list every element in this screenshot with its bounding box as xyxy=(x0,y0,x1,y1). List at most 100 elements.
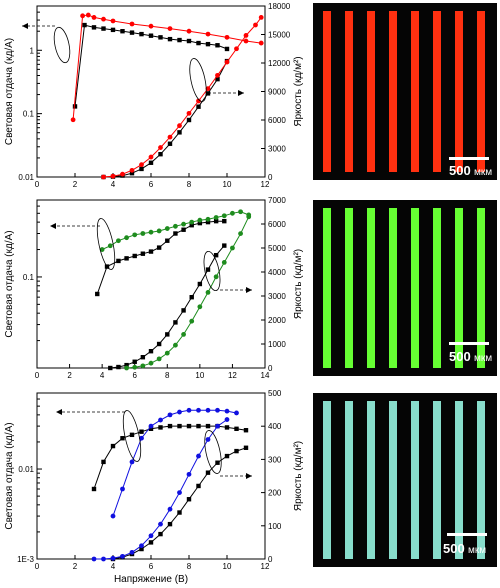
emitting-stripe xyxy=(455,11,463,172)
data-point-circle xyxy=(158,145,163,150)
data-point-square xyxy=(165,238,170,243)
series-line xyxy=(103,17,262,178)
data-point-square xyxy=(124,362,129,368)
scale-label: 500 мкм xyxy=(449,349,492,364)
x-tick-label: 0 xyxy=(35,180,40,189)
photo-green-stripes: 500 мкм xyxy=(313,200,497,376)
data-point-circle xyxy=(177,490,182,495)
data-point-square xyxy=(213,218,219,224)
data-point-circle xyxy=(148,360,154,366)
data-point-square xyxy=(140,355,146,360)
data-point-circle xyxy=(234,46,239,52)
data-point-circle xyxy=(224,34,230,40)
data-point-square xyxy=(116,258,121,264)
y-left-axis-label: Световая отдача (кд/А) xyxy=(4,422,15,529)
data-point-circle xyxy=(197,304,203,310)
y-right-axis-label: Яркость (кд/м²) xyxy=(293,56,304,126)
x-tick-label: 4 xyxy=(111,562,116,571)
data-point-circle xyxy=(181,221,186,227)
data-point-square xyxy=(158,425,163,430)
data-point-circle xyxy=(213,274,219,280)
emitting-stripe xyxy=(389,11,397,172)
data-point-circle xyxy=(132,364,138,370)
emitting-stripe xyxy=(323,208,331,368)
data-point-square xyxy=(181,308,186,313)
data-point-square xyxy=(140,251,146,256)
data-point-square xyxy=(167,36,173,42)
data-point-circle xyxy=(205,290,211,295)
emitting-stripe xyxy=(433,401,441,559)
x-tick-label: 6 xyxy=(149,180,154,189)
data-point-circle xyxy=(215,407,220,413)
emitting-stripe xyxy=(389,208,397,368)
data-point-square xyxy=(120,436,125,441)
data-point-circle xyxy=(186,407,192,413)
data-point-circle xyxy=(230,245,235,251)
data-point-circle xyxy=(101,174,106,180)
y-right-tick-label: 200 xyxy=(268,489,282,498)
data-point-circle xyxy=(167,412,173,418)
y-right-tick-label: 15000 xyxy=(268,31,291,40)
x-tick-label: 12 xyxy=(261,562,270,571)
y-left-tick-label: 0.01 xyxy=(18,465,34,474)
y-right-tick-label: 300 xyxy=(268,455,282,464)
data-point-circle xyxy=(215,72,220,78)
emitting-stripe xyxy=(389,401,397,559)
annotation-ellipse xyxy=(204,430,222,474)
emitting-stripe xyxy=(455,208,463,368)
data-point-square xyxy=(186,497,192,502)
y-left-tick-label: 1E-3 xyxy=(17,555,34,564)
x-tick-label: 2 xyxy=(73,562,78,571)
annotation-ellipse xyxy=(53,26,71,64)
data-point-square xyxy=(243,428,249,433)
data-point-circle xyxy=(139,543,144,549)
data-point-circle xyxy=(140,231,146,236)
data-point-square xyxy=(222,218,227,224)
y-right-tick-label: 2000 xyxy=(268,316,286,325)
data-point-square xyxy=(158,35,163,40)
data-point-circle xyxy=(80,13,85,19)
data-point-square xyxy=(234,426,239,432)
y-right-tick-label: 6000 xyxy=(268,116,286,125)
data-point-square xyxy=(213,253,219,258)
y-right-tick-label: 100 xyxy=(268,522,282,531)
x-tick-label: 8 xyxy=(187,180,192,189)
data-point-circle xyxy=(110,173,116,179)
data-point-circle xyxy=(110,18,116,24)
data-point-square xyxy=(101,26,106,31)
data-point-square xyxy=(173,231,178,236)
data-point-circle xyxy=(132,232,138,238)
series-line xyxy=(126,216,250,369)
data-point-circle xyxy=(110,555,116,561)
data-point-square xyxy=(129,171,135,176)
data-point-circle xyxy=(148,533,154,539)
data-point-square xyxy=(91,486,97,492)
scale-label: 500 мкм xyxy=(449,163,492,178)
data-point-square xyxy=(148,349,154,354)
data-point-circle xyxy=(167,26,173,31)
data-point-square xyxy=(173,320,178,325)
data-point-square xyxy=(215,460,220,465)
emitting-stripe xyxy=(455,401,463,559)
data-point-circle xyxy=(148,423,154,429)
series-line xyxy=(103,60,228,178)
data-point-square xyxy=(196,423,201,429)
data-point-circle xyxy=(158,521,163,527)
y-left-tick-label: 0.01 xyxy=(18,173,34,182)
data-point-square xyxy=(82,22,87,28)
data-point-square xyxy=(148,426,154,432)
y-right-tick-label: 500 xyxy=(268,389,282,398)
data-point-square xyxy=(148,33,154,38)
data-point-square xyxy=(101,459,106,465)
data-point-circle xyxy=(196,407,201,413)
scale-bar xyxy=(447,533,487,536)
data-point-circle xyxy=(101,16,106,22)
x-tick-label: 6 xyxy=(132,371,137,380)
y-left-tick-label: 0.1 xyxy=(23,273,35,282)
data-point-circle xyxy=(139,162,144,168)
data-point-circle xyxy=(124,235,129,241)
data-point-square xyxy=(224,453,230,459)
data-point-square xyxy=(224,46,230,52)
